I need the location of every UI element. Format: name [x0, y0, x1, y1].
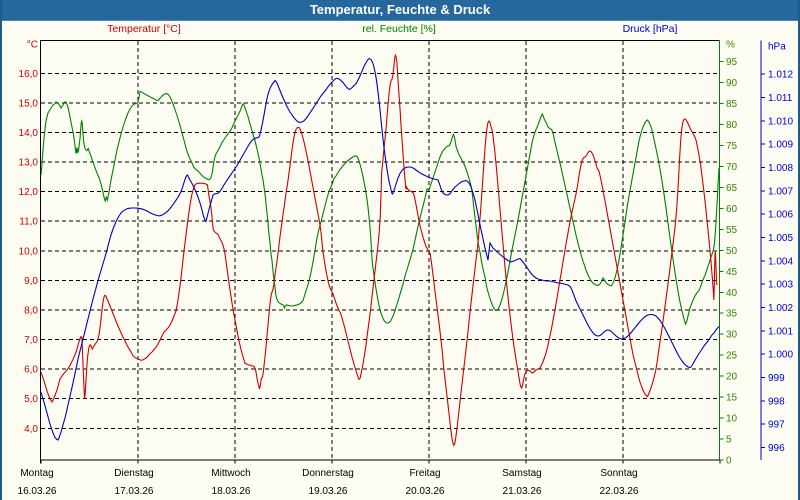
svg-text:1.000: 1.000 — [768, 350, 793, 361]
svg-text:18.03.26: 18.03.26 — [212, 486, 251, 497]
svg-text:45: 45 — [726, 267, 738, 278]
svg-text:65: 65 — [726, 183, 738, 194]
svg-text:9,0: 9,0 — [24, 276, 38, 287]
svg-text:hPa: hPa — [768, 42, 786, 53]
svg-text:1.002: 1.002 — [768, 303, 793, 314]
svg-text:Samstag: Samstag — [502, 468, 541, 479]
svg-text:997: 997 — [768, 420, 785, 431]
svg-text:11,0: 11,0 — [19, 217, 38, 228]
svg-text:1.005: 1.005 — [768, 233, 793, 244]
svg-text:1.001: 1.001 — [768, 326, 793, 337]
svg-text:Montag: Montag — [20, 468, 53, 479]
svg-text:Donnerstag: Donnerstag — [302, 468, 354, 479]
svg-text:20.03.26: 20.03.26 — [406, 486, 445, 497]
svg-text:7,0: 7,0 — [24, 335, 38, 346]
svg-text:60: 60 — [726, 204, 738, 215]
svg-text:998: 998 — [768, 396, 785, 407]
svg-text:13,0: 13,0 — [19, 158, 39, 169]
svg-text:999: 999 — [768, 373, 785, 384]
svg-text:%: % — [726, 40, 735, 51]
svg-text:1.012: 1.012 — [768, 70, 793, 81]
svg-text:75: 75 — [726, 141, 738, 152]
svg-text:90: 90 — [726, 78, 738, 89]
svg-text:70: 70 — [726, 162, 738, 173]
svg-text:80: 80 — [726, 120, 738, 131]
svg-text:16.03.26: 16.03.26 — [18, 486, 57, 497]
svg-text:°C: °C — [27, 40, 38, 51]
svg-text:5: 5 — [726, 435, 732, 446]
svg-text:50: 50 — [726, 246, 738, 257]
svg-text:30: 30 — [726, 330, 738, 341]
svg-text:Mittwoch: Mittwoch — [211, 468, 250, 479]
svg-text:15: 15 — [726, 393, 738, 404]
svg-text:4,0: 4,0 — [24, 424, 38, 435]
svg-text:1.004: 1.004 — [768, 256, 793, 267]
svg-text:21.03.26: 21.03.26 — [503, 486, 542, 497]
svg-text:1.008: 1.008 — [768, 163, 793, 174]
svg-text:17.03.26: 17.03.26 — [115, 486, 154, 497]
svg-text:Sonntag: Sonntag — [600, 468, 637, 479]
svg-text:25: 25 — [726, 351, 738, 362]
svg-text:35: 35 — [726, 309, 738, 320]
svg-text:Dienstag: Dienstag — [114, 468, 153, 479]
svg-text:95: 95 — [726, 57, 738, 68]
svg-text:1.003: 1.003 — [768, 280, 793, 291]
svg-text:1.010: 1.010 — [768, 116, 793, 127]
svg-text:8,0: 8,0 — [24, 305, 38, 316]
svg-text:6,0: 6,0 — [24, 365, 38, 376]
svg-text:14,0: 14,0 — [19, 128, 39, 139]
svg-text:996: 996 — [768, 443, 785, 454]
svg-text:40: 40 — [726, 288, 738, 299]
svg-text:85: 85 — [726, 99, 738, 110]
svg-text:19.03.26: 19.03.26 — [309, 486, 348, 497]
svg-text:15,0: 15,0 — [19, 98, 39, 109]
svg-text:0: 0 — [726, 456, 732, 467]
svg-text:22.03.26: 22.03.26 — [600, 486, 639, 497]
svg-text:5,0: 5,0 — [24, 394, 38, 405]
svg-text:10,0: 10,0 — [19, 246, 39, 257]
svg-text:10: 10 — [726, 414, 738, 425]
svg-text:1.009: 1.009 — [768, 140, 793, 151]
svg-text:20: 20 — [726, 372, 738, 383]
svg-text:1.011: 1.011 — [768, 93, 793, 104]
svg-text:1.006: 1.006 — [768, 210, 793, 221]
svg-text:55: 55 — [726, 225, 738, 236]
svg-text:Freitag: Freitag — [409, 468, 440, 479]
svg-text:1.007: 1.007 — [768, 186, 793, 197]
svg-text:16,0: 16,0 — [19, 69, 39, 80]
svg-text:12,0: 12,0 — [19, 187, 39, 198]
